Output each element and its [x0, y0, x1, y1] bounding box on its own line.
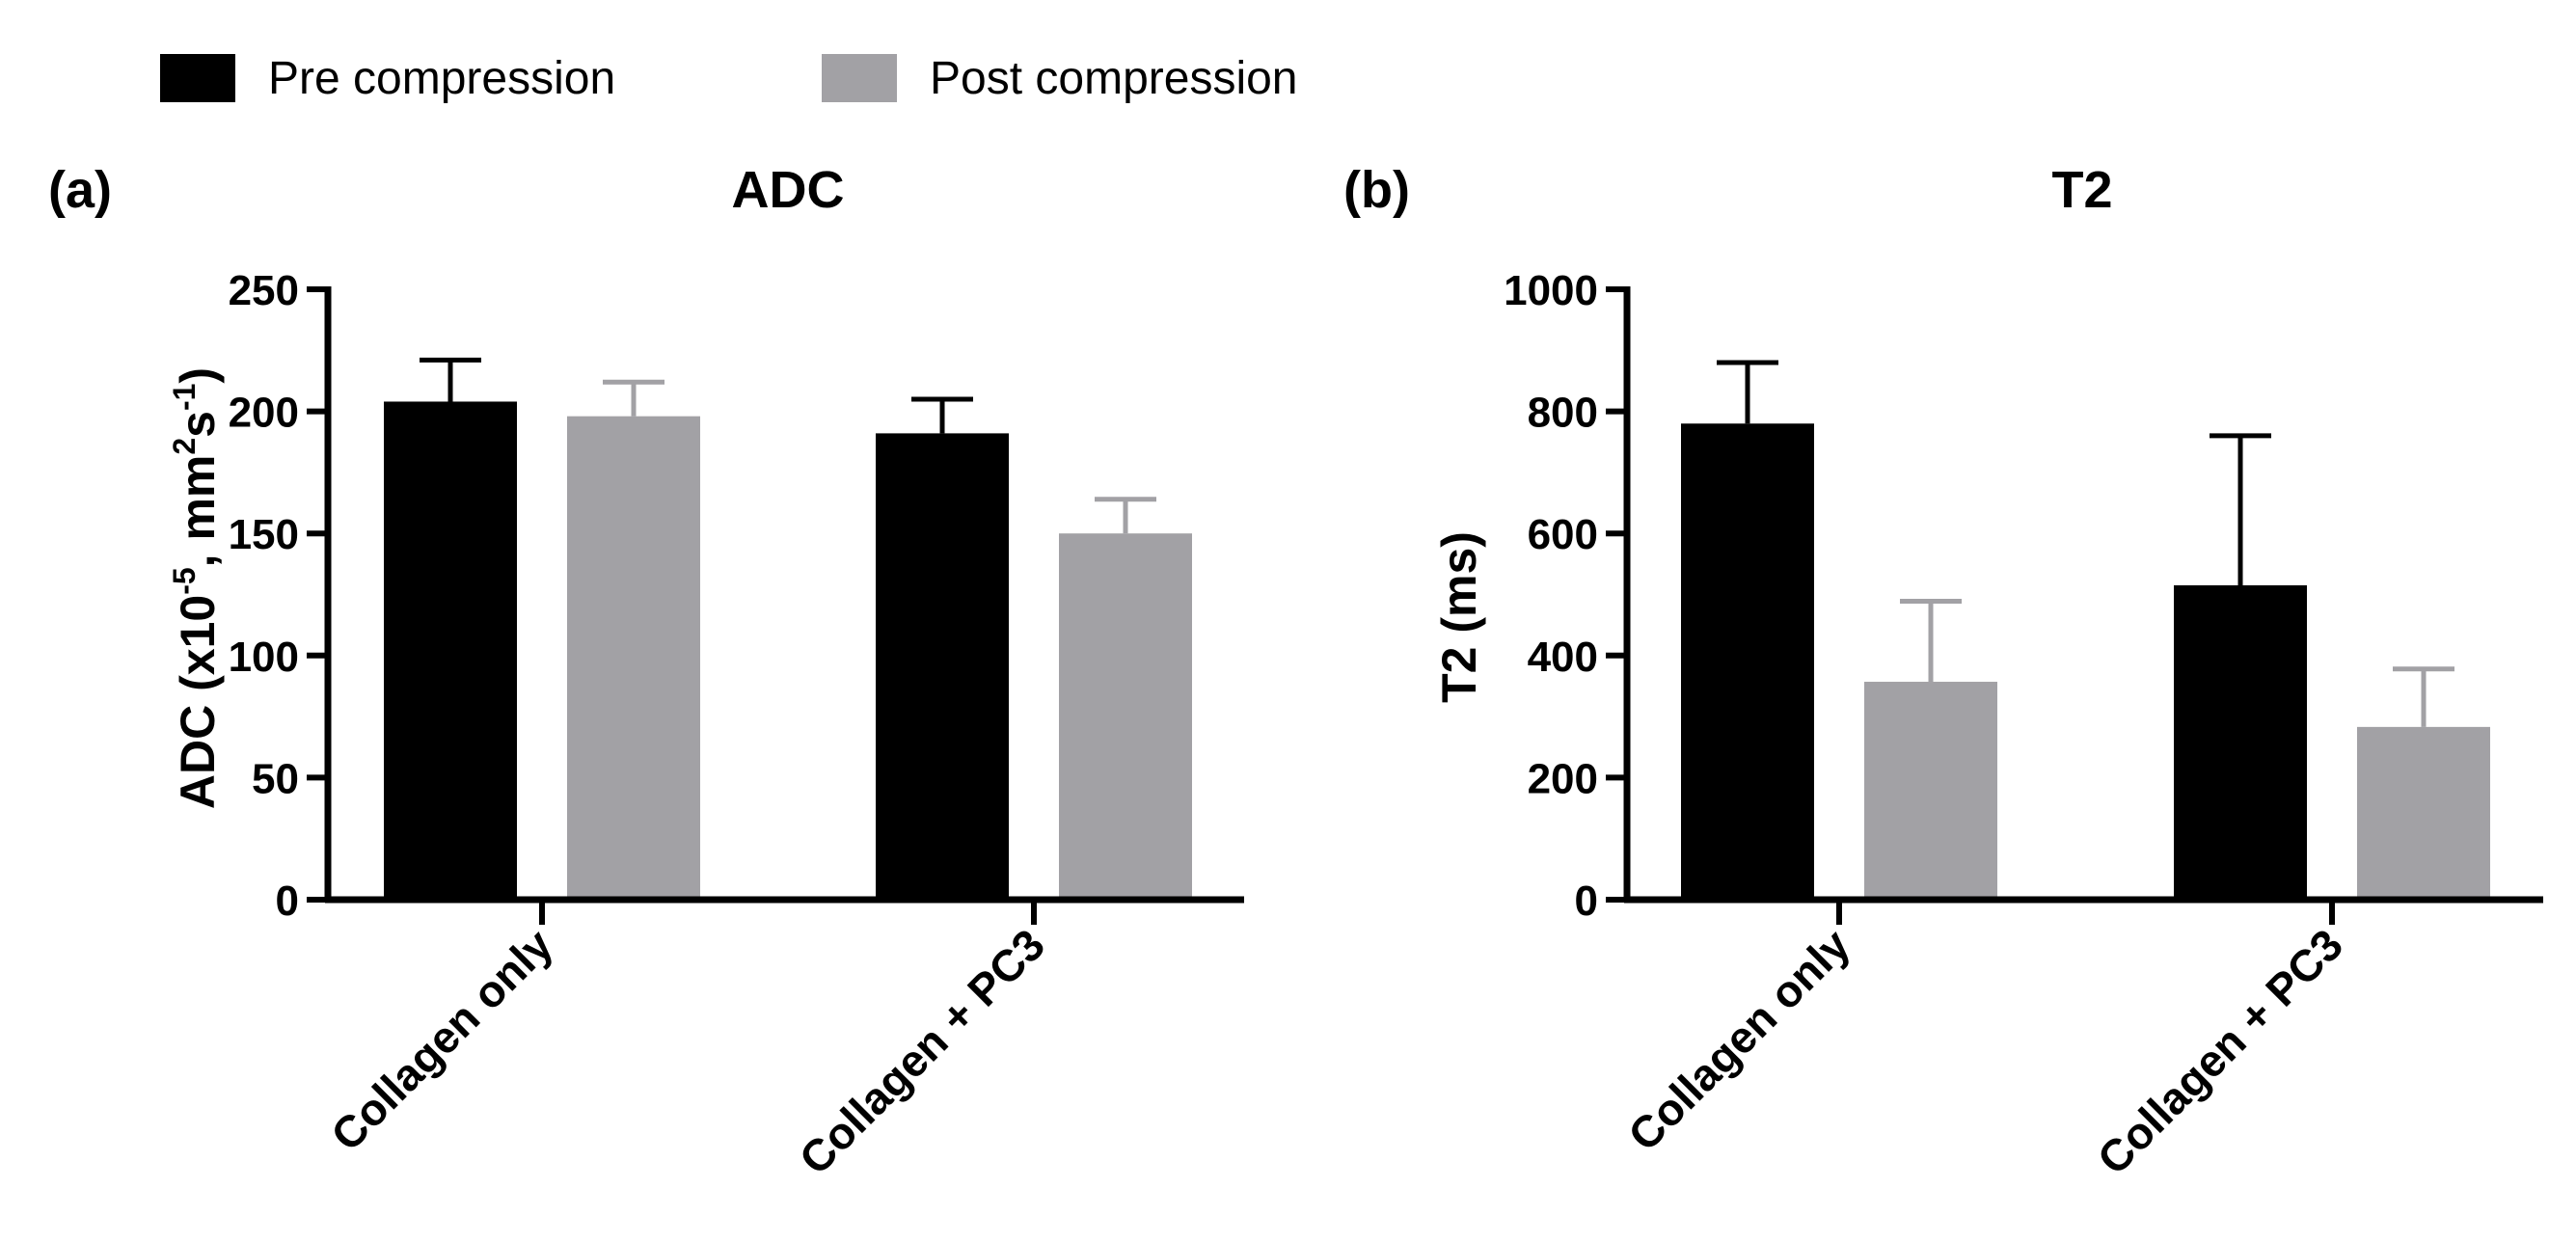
panel-b: (b) T2 T2 (ms) 0 200 400 600 800 1000 Collagen… — [1343, 161, 2543, 1184]
panel-b-title: T2 — [2051, 161, 2112, 219]
y-tick-label: 0 — [1575, 878, 1598, 925]
legend-label-pre: Pre compression — [268, 53, 615, 104]
y-tick-label: 400 — [1528, 634, 1598, 681]
bar-post-0 — [567, 416, 700, 900]
bar-pre-0 — [1681, 423, 1814, 900]
legend-label-post: Post compression — [930, 53, 1298, 104]
ylabel-sup: -5 — [167, 567, 202, 594]
ylabel-part: ) — [171, 367, 225, 384]
y-tick-label: 100 — [229, 634, 299, 681]
bar-pre-0 — [384, 401, 517, 900]
x-tick-label: Collagen + PC3 — [790, 919, 1054, 1183]
ylabel-sup: 2 — [167, 438, 202, 455]
ylabel-sup: -1 — [167, 384, 202, 411]
x-tick-label: Collagen only — [1618, 919, 1859, 1160]
panel-b-label: (b) — [1343, 161, 1410, 219]
panel-a: (a) ADC ADC (x10-5, mm2s-1) 0 50 100 150 200… — [48, 161, 1244, 1184]
ylabel-part: s — [171, 411, 225, 438]
ylabel-part: , mm — [171, 455, 225, 568]
legend-swatch-pre — [160, 54, 235, 102]
panel-b-ylabel: T2 (ms) — [1432, 531, 1486, 703]
y-tick-label: 800 — [1528, 390, 1598, 437]
panel-a-label: (a) — [48, 161, 112, 219]
y-tick-label: 1000 — [1504, 267, 1598, 314]
y-tick-label: 200 — [1528, 755, 1598, 802]
legend-swatch-post — [822, 54, 897, 102]
panel-a-title: ADC — [732, 161, 845, 219]
panel-b-plot: 0 200 400 600 800 1000 Collagen only Collagen +… — [1504, 267, 2543, 1184]
panel-a-ylabel: ADC (x10-5, mm2s-1) — [167, 367, 225, 809]
y-tick-label: 250 — [229, 267, 299, 314]
bar-post-1 — [1059, 533, 1192, 900]
x-tick-label: Collagen + PC3 — [2088, 919, 2352, 1183]
y-tick-label: 50 — [252, 755, 299, 802]
panel-a-plot: 0 50 100 150 200 250 Collagen only Collagen + P… — [229, 267, 1244, 1184]
legend: Pre compression Post compression — [160, 53, 1298, 104]
y-tick-label: 150 — [229, 511, 299, 558]
y-tick-label: 0 — [276, 878, 299, 925]
bar-pre-1 — [876, 433, 1009, 900]
bar-pre-1 — [2174, 585, 2307, 900]
y-tick-label: 200 — [229, 390, 299, 437]
x-tick-label: Collagen only — [321, 919, 562, 1160]
bar-post-1 — [2357, 726, 2490, 900]
ylabel-part: ADC (x10 — [171, 595, 225, 809]
y-tick-label: 600 — [1528, 511, 1598, 558]
bar-post-0 — [1864, 682, 1997, 900]
